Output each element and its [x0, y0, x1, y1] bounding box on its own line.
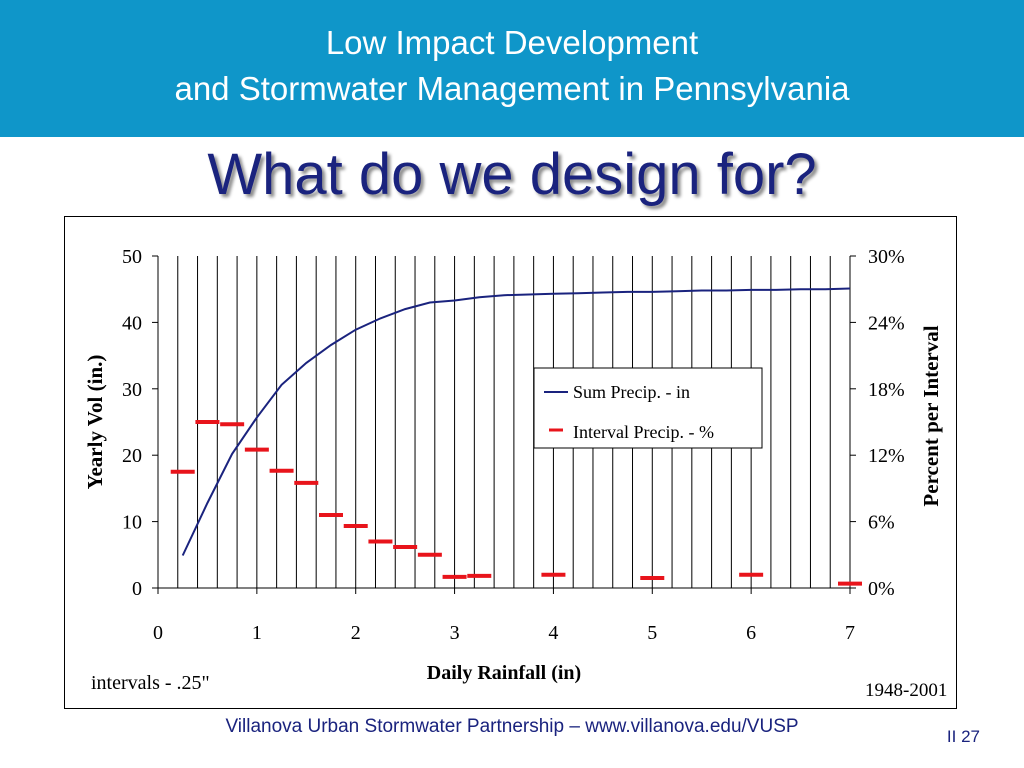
footer-credit: Villanova Urban Stormwater Partnership –… [225, 716, 799, 737]
x-tick-label: 6 [746, 622, 756, 644]
x-tick-label: 0 [153, 622, 163, 644]
header-line-1: Low Impact Development [325, 24, 699, 61]
legend-label-interval: Interval Precip. - % [573, 422, 714, 442]
y2-tick-label: 30% [868, 246, 905, 268]
legend-box [533, 367, 763, 449]
x-tick-label: 5 [647, 622, 657, 644]
x-tick-label: 4 [548, 622, 558, 644]
x-tick-label: 1 [252, 622, 262, 644]
y-tick-label: 10 [122, 512, 142, 534]
y2-tick-label: 24% [868, 312, 905, 334]
y2-tick-label: 12% [868, 445, 905, 467]
y-tick-label: 40 [122, 312, 142, 334]
page-number: II 27 [946, 727, 980, 746]
y2-tick-label: 18% [868, 379, 905, 401]
y-tick-label: 50 [122, 246, 142, 268]
x-tick-label: 2 [351, 622, 361, 644]
y-tick-label: 20 [122, 445, 142, 467]
y2-tick-label: 6% [868, 512, 895, 534]
legend-label-sum: Sum Precip. - in [573, 382, 690, 402]
y-tick-label: 0 [132, 578, 142, 600]
header-line-2: and Stormwater Management in Pennsylvani… [174, 70, 850, 107]
x-tick-label: 7 [845, 622, 855, 644]
y-axis-title: Yearly Vol (in.) [83, 355, 107, 490]
y2-tick-label: 0% [868, 578, 895, 600]
y-tick-label: 30 [122, 379, 142, 401]
chart-frame: 0 10 20 30 40 50 0% 6% 12% 18% 24% 30% 0 1 2 3 4 5 6 7 Daily… [64, 216, 957, 709]
slide-header: Low Impact Development and Stormwater Ma… [0, 0, 1024, 137]
sum-precip-line [181, 287, 851, 556]
rainfall-chart: 0 10 20 30 40 50 0% 6% 12% 18% 24% 30% 0 1 2 3 4 5 6 7 Daily… [83, 246, 947, 701]
x-tick-label: 3 [450, 622, 460, 644]
x-axis-title: Daily Rainfall (in) [427, 662, 581, 684]
y2-axis-title: Percent per Interval [919, 325, 943, 506]
period-label: 1948-2001 [865, 680, 947, 701]
intervals-note: intervals - .25" [91, 672, 210, 694]
slide-title: What do we design for? [207, 142, 817, 207]
